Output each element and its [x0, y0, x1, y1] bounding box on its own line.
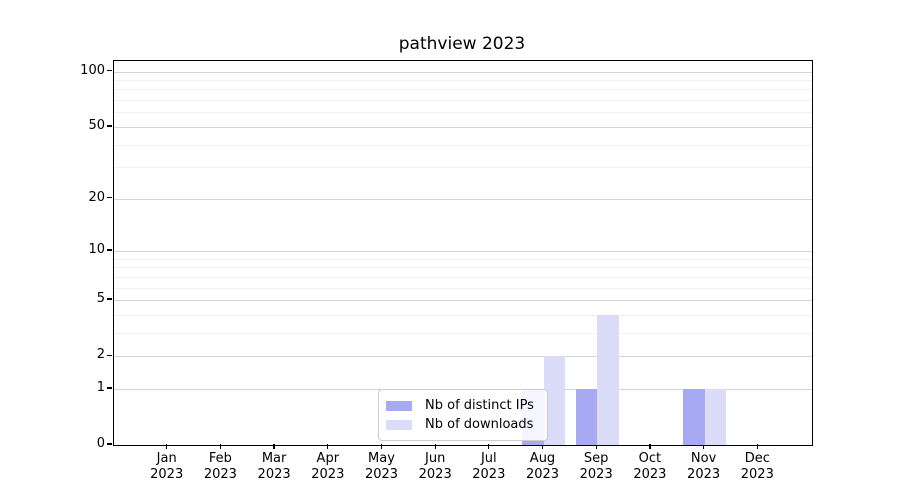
x-tick-label: Jul 2023: [449, 451, 529, 483]
x-tick-month: Sep: [583, 451, 609, 466]
x-tick-mark: [541, 444, 544, 449]
x-tick-year: 2023: [364, 467, 399, 482]
legend-swatch-downloads: [386, 419, 412, 430]
minor-gridline: [114, 100, 812, 102]
x-tick-label: Aug 2023: [503, 451, 583, 483]
x-tick-year: 2023: [525, 467, 560, 482]
bar-distinct-ips: [575, 388, 598, 445]
legend-swatch-distinct-ips: [386, 400, 412, 411]
bar-downloads: [543, 356, 565, 445]
bar-distinct-ips: [683, 388, 705, 445]
legend-row: Nb of distinct IPs: [386, 396, 539, 415]
x-tick-mark: [703, 444, 705, 449]
x-tick-month: Dec: [744, 451, 770, 466]
y-tick-label: 5: [96, 291, 105, 306]
y-tick-mark: [107, 298, 112, 300]
x-tick-mark: [166, 444, 168, 449]
y-tick-label: 1: [96, 379, 105, 395]
minor-gridline: [114, 276, 812, 278]
x-tick-label: Oct 2023: [610, 451, 690, 483]
y-tick-label: 10: [88, 242, 105, 257]
major-gridline: [114, 198, 812, 200]
x-tick-month: May: [368, 451, 395, 466]
x-tick-mark: [219, 444, 221, 449]
major-gridline: [114, 251, 812, 252]
minor-gridline: [114, 144, 812, 146]
bar-downloads: [597, 314, 619, 445]
y-tick-mark: [107, 197, 112, 199]
x-tick-year: 2023: [472, 467, 506, 482]
x-tick-month: Apr: [316, 451, 340, 466]
y-tick-label: 100: [80, 62, 105, 78]
minor-gridline: [114, 332, 812, 334]
x-tick-label: Apr 2023: [288, 451, 368, 483]
y-tick-label: 50: [88, 117, 105, 133]
legend-label-distinct-ips: Nb of distinct IPs: [425, 398, 534, 413]
x-tick-month: Aug: [529, 451, 556, 466]
x-tick-label: May 2023: [342, 451, 422, 483]
x-tick-mark: [488, 444, 490, 449]
y-tick-mark: [107, 354, 112, 356]
x-tick-month: Jul: [480, 451, 497, 466]
x-tick-label: Sep 2023: [556, 451, 636, 483]
x-tick-month: Oct: [638, 451, 662, 466]
minor-gridline: [114, 267, 812, 269]
y-tick-label: 2: [96, 347, 105, 363]
x-tick-label: Dec 2023: [717, 451, 797, 483]
chart-title: pathview 2023: [398, 34, 526, 54]
y-tick-mark: [107, 443, 112, 445]
plot-area: [113, 60, 813, 446]
minor-gridline: [114, 112, 812, 114]
x-tick-year: 2023: [740, 467, 774, 482]
x-tick-label: Feb 2023: [180, 451, 260, 483]
major-gridline: [114, 126, 812, 128]
minor-gridline: [114, 80, 812, 81]
x-tick-mark: [327, 444, 329, 449]
y-tick-mark: [107, 125, 112, 127]
major-gridline: [114, 356, 812, 358]
minor-gridline: [114, 89, 812, 91]
legend-label-downloads: Nb of downloads: [425, 417, 534, 432]
minor-gridline: [114, 287, 812, 289]
x-tick-month: Jan: [156, 451, 177, 466]
x-tick-year: 2023: [687, 467, 721, 482]
major-gridline: [114, 300, 812, 301]
x-tick-month: Jun: [425, 451, 446, 466]
x-tick-month: Nov: [690, 451, 717, 466]
minor-gridline: [114, 314, 812, 316]
x-tick-year: 2023: [150, 467, 184, 482]
x-tick-year: 2023: [579, 467, 613, 482]
x-tick-mark: [595, 444, 597, 449]
x-tick-label: Jan 2023: [127, 451, 207, 483]
x-tick-year: 2023: [418, 467, 452, 482]
x-tick-mark: [273, 444, 275, 449]
y-tick-mark: [107, 249, 112, 251]
x-tick-mark: [756, 444, 758, 449]
y-tick-mark: [107, 70, 112, 72]
x-tick-label: Mar 2023: [234, 451, 314, 483]
bar-downloads: [704, 388, 727, 445]
x-tick-mark: [434, 444, 436, 449]
x-tick-year: 2023: [257, 467, 291, 482]
x-tick-label: Nov 2023: [664, 451, 744, 483]
x-tick-mark: [649, 444, 651, 449]
x-tick-year: 2023: [203, 467, 237, 482]
x-tick-month: Feb: [208, 451, 232, 466]
minor-gridline: [114, 167, 812, 169]
y-tick-label: 0: [96, 436, 105, 451]
legend-row: Nb of downloads: [386, 415, 539, 434]
x-tick-mark: [380, 444, 383, 449]
y-tick-label: 20: [88, 189, 105, 205]
x-tick-year: 2023: [311, 467, 345, 482]
x-tick-month: Mar: [261, 451, 287, 466]
major-gridline: [114, 71, 812, 73]
minor-gridline: [114, 258, 812, 260]
legend: Nb of distinct IPs Nb of downloads: [378, 389, 548, 441]
x-tick-label: Jun 2023: [395, 451, 475, 483]
y-tick-mark: [107, 387, 112, 389]
x-tick-year: 2023: [633, 467, 667, 482]
